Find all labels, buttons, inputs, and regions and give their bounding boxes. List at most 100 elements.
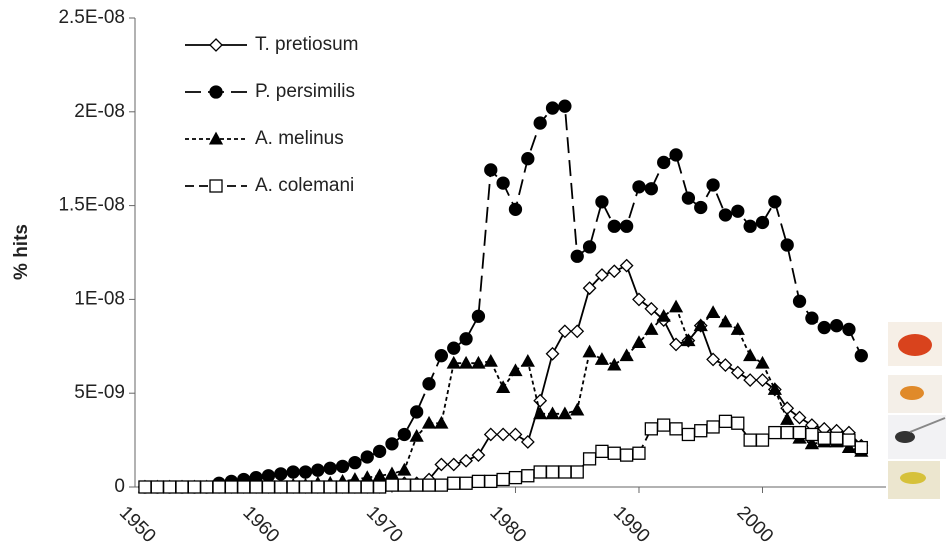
point <box>582 344 597 358</box>
point <box>743 373 758 387</box>
point <box>138 480 152 494</box>
point <box>681 333 696 347</box>
point <box>484 474 498 489</box>
point <box>570 324 585 339</box>
series <box>138 258 869 494</box>
point <box>447 341 461 355</box>
point <box>533 406 548 420</box>
insect-photo <box>898 334 932 356</box>
point <box>520 435 535 449</box>
point <box>348 455 362 470</box>
point <box>286 480 300 494</box>
insect-photo <box>900 472 926 484</box>
point <box>521 152 535 166</box>
point <box>447 476 461 490</box>
point <box>706 178 720 192</box>
point <box>755 373 770 387</box>
point <box>607 219 621 233</box>
series-line <box>144 305 862 488</box>
point <box>570 249 584 263</box>
point <box>768 425 782 440</box>
point <box>817 320 831 335</box>
point <box>693 318 708 332</box>
point <box>644 182 658 196</box>
point <box>632 180 646 194</box>
point <box>545 101 560 115</box>
legend-label: T. pretiosum <box>255 34 358 55</box>
point <box>397 427 411 442</box>
point <box>446 457 461 472</box>
insect-photo <box>900 386 924 400</box>
x-tick-label: 1960 <box>238 502 283 547</box>
point <box>200 480 214 494</box>
point <box>755 433 770 447</box>
point <box>804 436 819 450</box>
point <box>459 453 473 468</box>
point <box>422 377 436 391</box>
point <box>595 268 609 282</box>
point <box>780 425 794 440</box>
point <box>582 452 597 466</box>
legend-label: A. colemani <box>255 175 354 196</box>
point <box>372 444 387 459</box>
point <box>694 200 708 215</box>
point <box>298 480 313 494</box>
point <box>397 478 411 492</box>
y-tick-label: 2.5E-08 <box>58 7 125 28</box>
point <box>780 238 794 252</box>
point <box>829 431 844 445</box>
point <box>434 457 449 472</box>
point <box>508 427 523 442</box>
y-tick-label: 1.5E-08 <box>58 195 125 216</box>
point <box>434 478 449 492</box>
point <box>705 305 721 318</box>
point <box>619 348 634 362</box>
legend-marker <box>209 179 223 193</box>
legend: T. pretiosum P. persimilis A. melinus A. co… <box>185 34 358 196</box>
x-tick-label: 1980 <box>485 502 530 547</box>
point <box>508 363 523 377</box>
point <box>619 258 634 273</box>
point <box>743 219 757 233</box>
point <box>767 382 782 395</box>
legend-label: A. melinus <box>255 128 344 149</box>
point <box>582 240 597 254</box>
point <box>842 433 856 447</box>
point <box>323 461 337 475</box>
point <box>533 465 547 479</box>
point <box>471 448 486 463</box>
point <box>841 440 857 454</box>
point <box>224 480 239 494</box>
point <box>421 415 437 429</box>
point <box>558 465 572 479</box>
point <box>446 355 461 369</box>
point <box>681 191 696 205</box>
point <box>360 480 374 494</box>
point <box>484 163 498 177</box>
point <box>397 462 412 476</box>
point <box>249 480 263 494</box>
point <box>496 427 511 442</box>
point <box>496 176 510 190</box>
point <box>656 308 671 322</box>
point <box>619 448 634 462</box>
point <box>743 348 758 362</box>
point <box>792 410 807 425</box>
point <box>644 422 658 436</box>
point <box>187 480 202 494</box>
series <box>138 414 868 494</box>
point <box>706 420 720 434</box>
point <box>557 324 572 339</box>
point <box>286 465 300 479</box>
point <box>410 478 424 492</box>
point <box>694 424 708 438</box>
point <box>385 437 399 451</box>
point <box>730 365 745 380</box>
point <box>607 264 622 279</box>
point <box>533 116 547 130</box>
point <box>471 309 486 323</box>
legend-marker <box>209 38 223 52</box>
point <box>595 195 609 209</box>
point <box>607 446 621 460</box>
point <box>792 294 807 308</box>
